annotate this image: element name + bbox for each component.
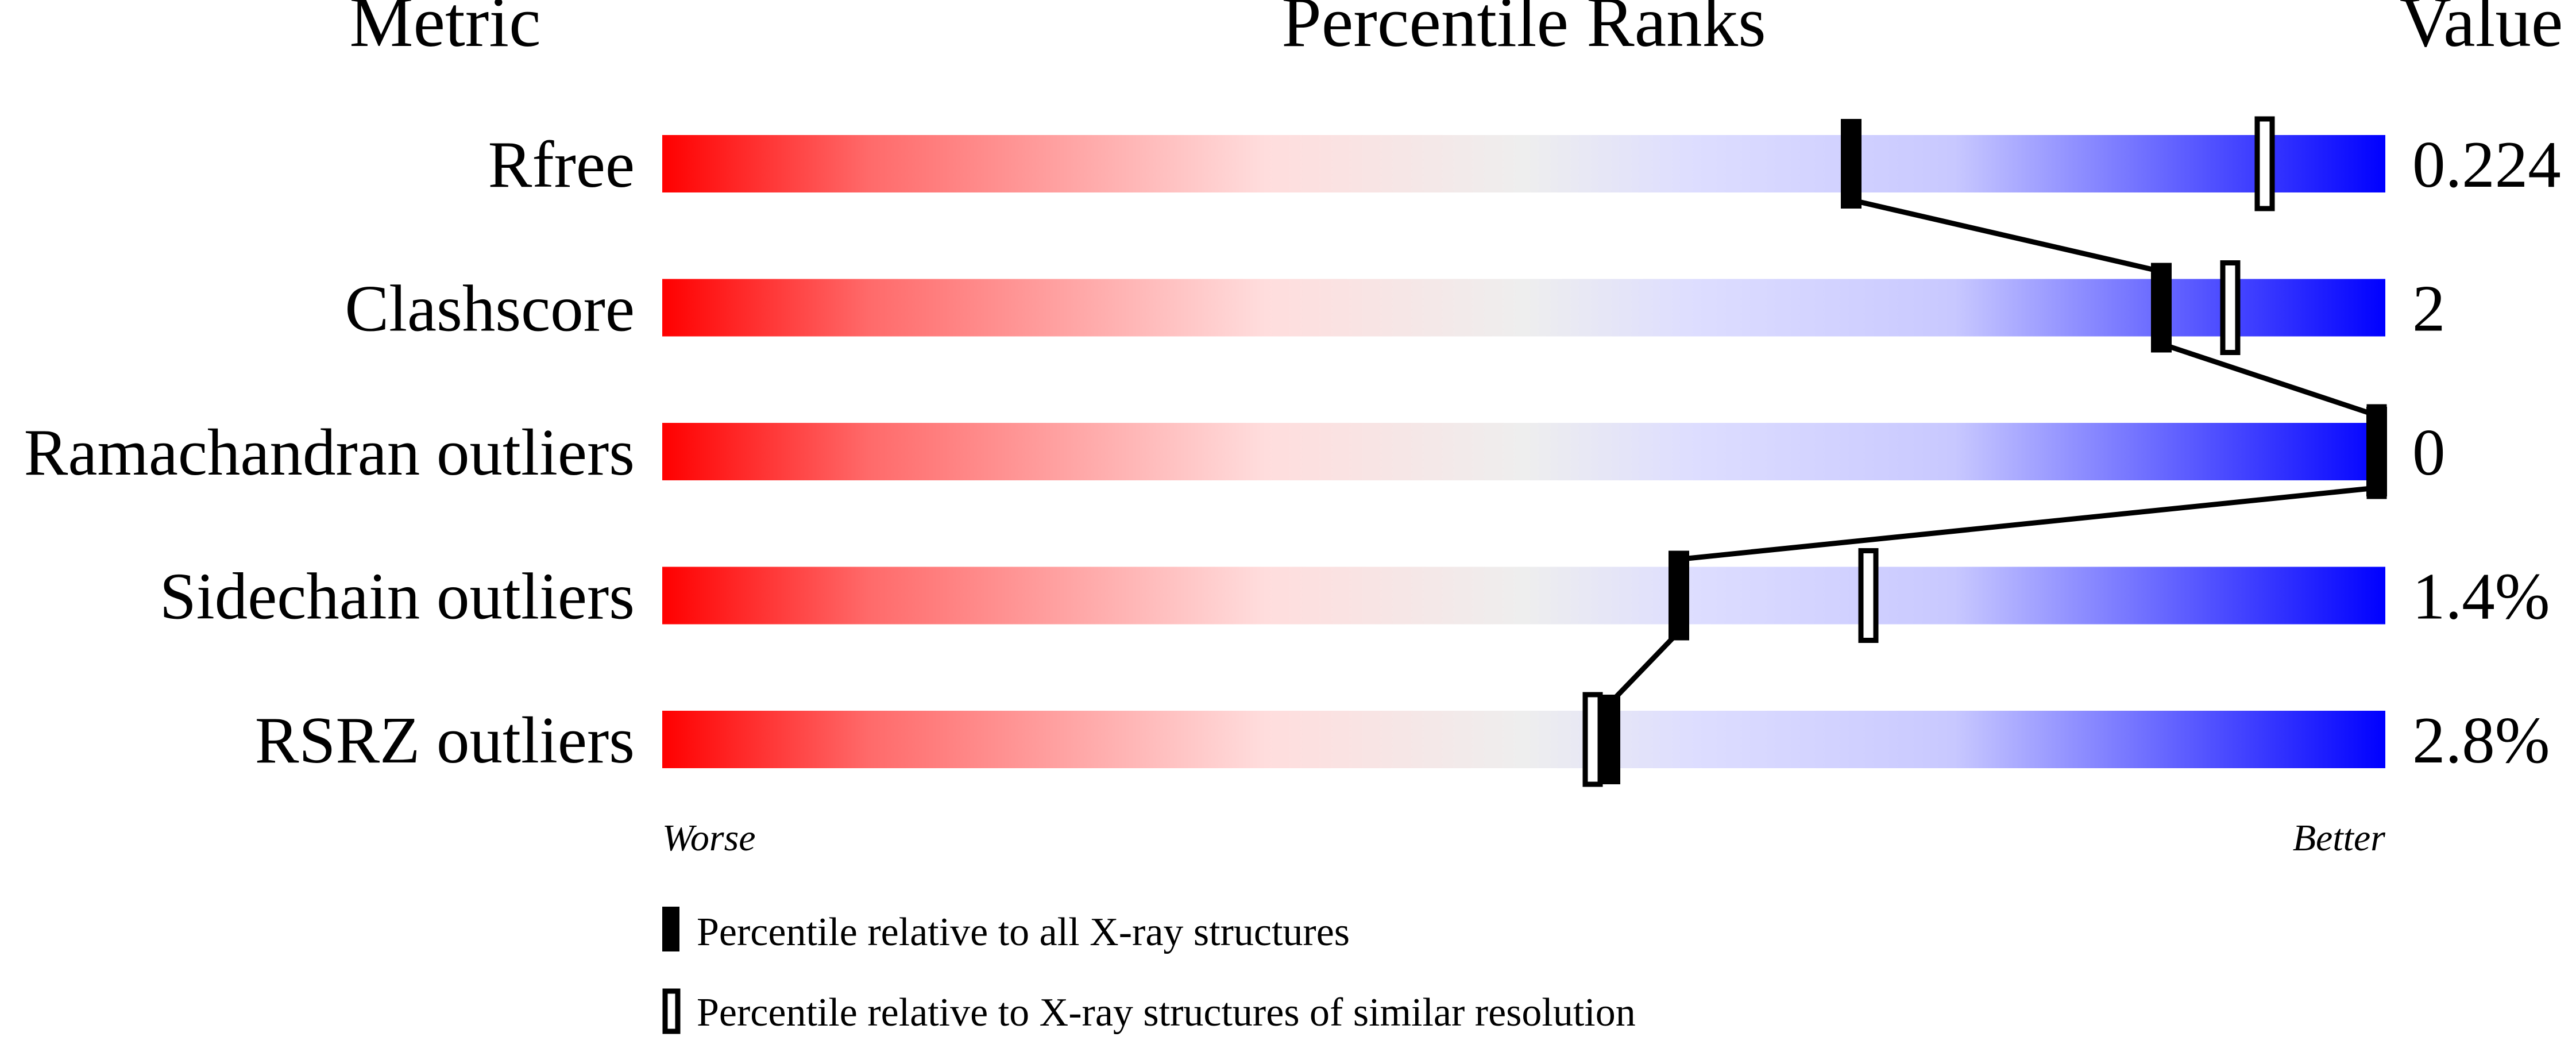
marker-all-structures (2366, 407, 2387, 496)
percentile-bar (662, 711, 2385, 768)
marker-all-structures (1841, 119, 1861, 209)
metric-value: 0.224 (2412, 128, 2561, 201)
legend: Percentile relative to all X-ray structu… (662, 907, 1636, 1035)
header-metric: Metric (349, 0, 540, 62)
legend-label-all: Percentile relative to all X-ray structu… (697, 910, 1350, 954)
marker-similar-resolution (1858, 548, 1879, 643)
metric-label: Sidechain outliers (160, 560, 635, 633)
metric-value: 0 (2412, 416, 2446, 489)
connector-line (2160, 341, 2378, 418)
metric-value: 1.4% (2412, 560, 2550, 633)
connector-line (1678, 485, 2377, 562)
marker-similar-resolution (2220, 260, 2241, 355)
metric-value: 2 (2412, 272, 2446, 345)
marker-similar-resolution (2254, 116, 2275, 211)
header-value: Value (2400, 0, 2563, 62)
axis-label-better: Better (2293, 817, 2386, 859)
connector-line (1608, 630, 1681, 706)
metric-label: Rfree (488, 128, 635, 201)
legend-label-similar: Percentile relative to X-ray structures … (697, 991, 1636, 1035)
marker-all-structures (1669, 550, 1689, 641)
percentile-bar (662, 279, 2385, 337)
axis-label-worse: Worse (662, 817, 756, 859)
percentile-bar (662, 567, 2385, 625)
marker-all-structures (2151, 263, 2172, 353)
connector-line (1850, 197, 2162, 274)
metric-label: Clashscore (345, 272, 635, 345)
metric-label: RSRZ outliers (255, 704, 635, 777)
metric-value: 2.8% (2412, 704, 2550, 777)
marker-similar-resolution (1582, 692, 1603, 787)
legend-filled-marker (662, 907, 679, 951)
header-percentile-ranks: Percentile Ranks (1281, 0, 1766, 62)
percentile-bar (662, 135, 2385, 192)
metric-label: Ramachandran outliers (24, 416, 635, 489)
legend-open-marker (662, 988, 681, 1034)
percentile-bar (662, 423, 2385, 480)
marker-all-structures (1600, 695, 1620, 784)
